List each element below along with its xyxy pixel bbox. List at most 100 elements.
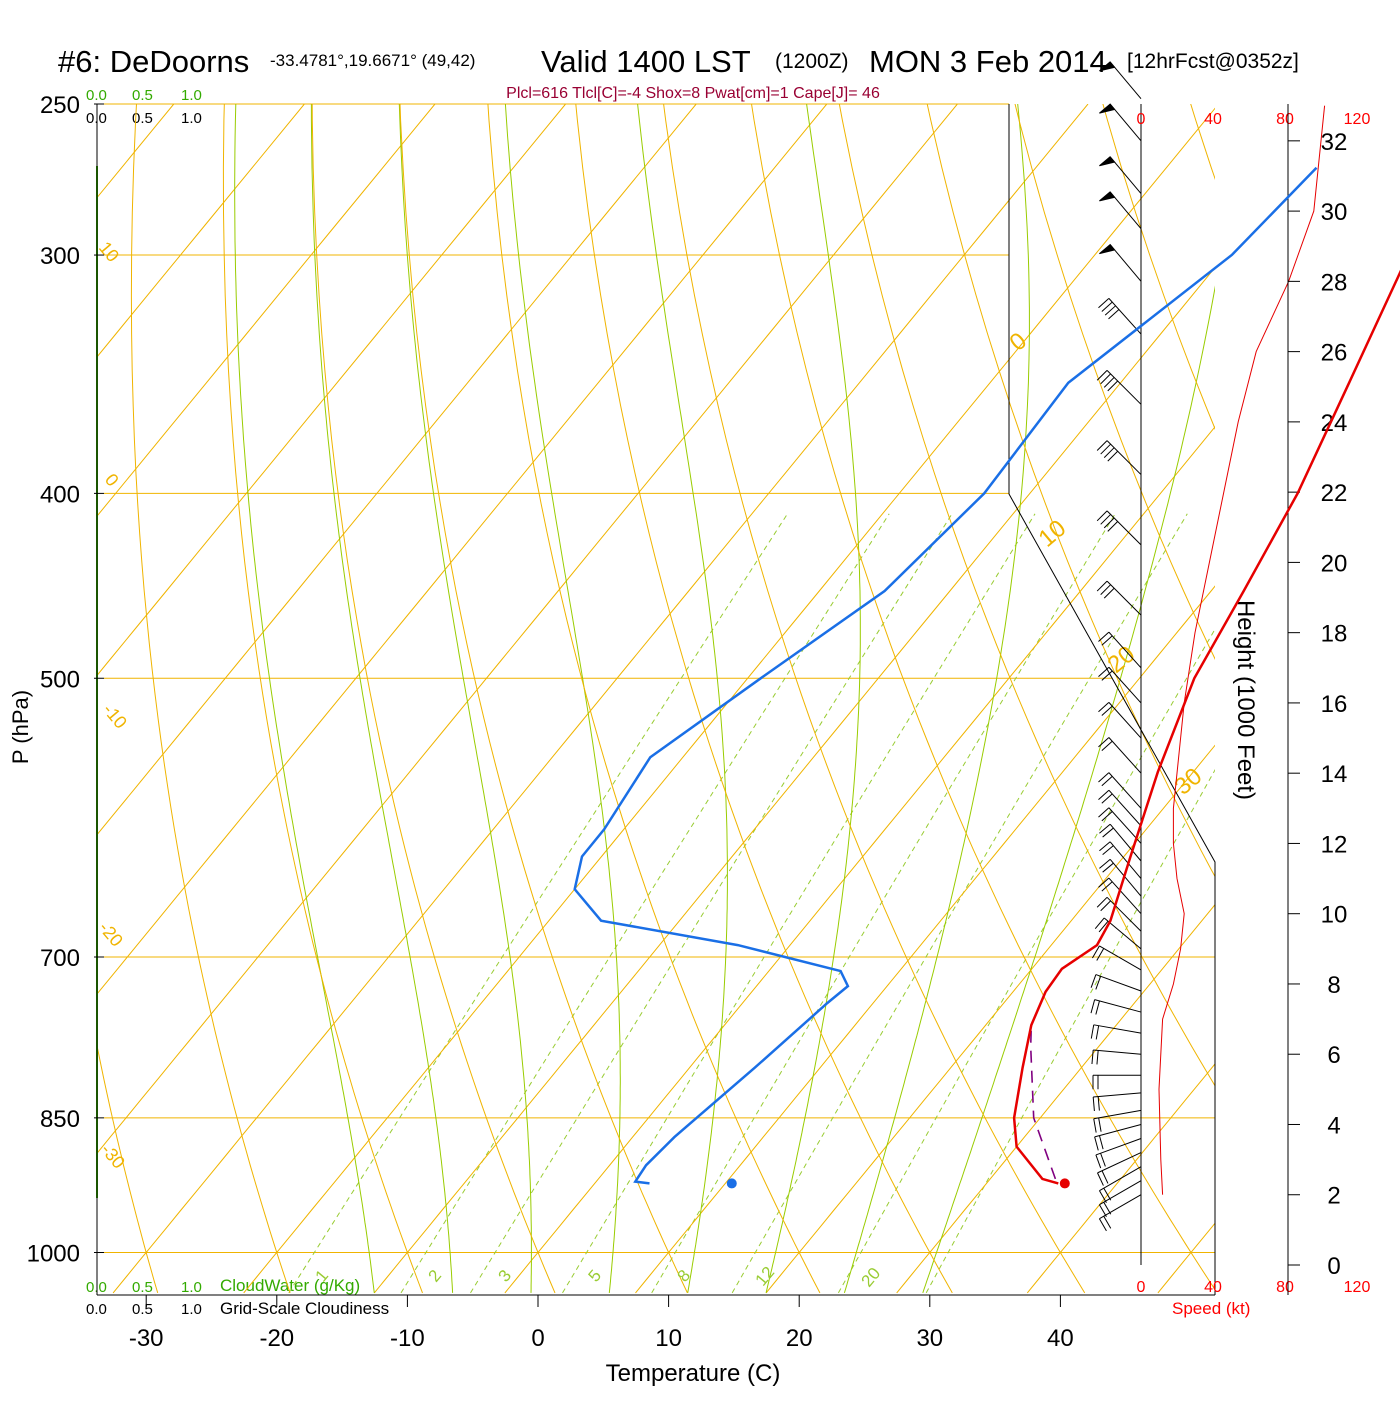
stability-indices: Plcl=616 Tlcl[C]=-4 Shox=8 Pwat[cm]=1 Ca… [506,85,880,102]
barb-flag [1097,1173,1103,1186]
barb-flag [1099,1136,1103,1150]
wind-barb [1092,946,1141,970]
wind-barb [1097,511,1141,545]
barb-shaft [1095,1000,1141,1012]
mixing-label-6: 12 [752,1263,779,1290]
barb-shaft [1107,441,1141,475]
moist-adiabat-line [505,104,620,1293]
temperature-profile-line [1014,168,1400,1184]
x-tick-label: -10 [390,1325,425,1352]
barb-flag [1093,1097,1094,1111]
wind-barb [1091,975,1141,991]
height-tick-label: 30 [1321,199,1348,226]
isotherm-label-3: -10 [99,700,131,733]
wind-barb [1096,1139,1141,1169]
surface-dewpoint-point [727,1178,737,1188]
barb-flag [1094,1119,1096,1133]
x-tick-label: -30 [129,1325,164,1352]
moist-adiabat-line [311,104,452,1293]
dry-adiabat-line [1007,70,1400,1293]
cloud-top-black-0: 0.0 [86,110,107,127]
barb-shaft [1096,975,1141,991]
moist-adiabat-line [766,104,860,1293]
wind-barb [1097,581,1141,615]
valid-time: Valid 1400 LST [541,44,751,79]
isotherm-line [636,104,1400,1293]
isotherm-line [0,104,566,1293]
barb-shaft [1110,824,1141,861]
utc-time: (1200Z) [775,50,849,73]
barb-pennant [1099,157,1114,166]
cloud-top-green-0: 0.0 [86,87,107,104]
barb-flag [1101,1153,1106,1166]
barb-flag [1102,1171,1108,1184]
speed-tick-label-top: 0 [1137,111,1146,128]
height-tick-label: 28 [1321,269,1348,296]
height-tick-label: 16 [1321,691,1348,718]
barb-shaft [1095,1124,1141,1136]
x-tick-label: 40 [1047,1325,1074,1352]
dry-adiabat-line [486,70,820,1293]
speed-label: Speed (kt) [1172,1299,1250,1318]
x-axis-title: Temperature (C) [606,1360,781,1387]
plot-frame [97,104,1215,1295]
barb-shaft [1109,738,1141,774]
barb-flag [1096,1155,1101,1168]
barb-flag [1099,1205,1106,1217]
wind-barb [1091,1025,1141,1040]
wind-barb [1094,1110,1141,1132]
station-title: #6: DeDoorns [58,44,249,79]
isotherm-label-2: 0 [101,470,123,491]
height-tick-label: 22 [1321,480,1348,507]
parcel-profile-line [1031,1025,1056,1179]
isotherm-label-1: 10 [95,238,123,266]
y-tick-label: 300 [40,243,80,270]
barb-shaft [1107,511,1141,545]
barb-flag [1104,1202,1111,1214]
speed-tick-label-top: 40 [1204,111,1222,128]
dry-adiabat-line [833,70,1350,1293]
wind-barb [1099,104,1141,141]
cloud-top-green-2: 1.0 [181,87,202,104]
barb-flag [1097,1050,1098,1064]
mixing-ratio-line [838,514,1282,1293]
cloud-bottom-black-0: 0.0 [86,1301,107,1318]
wind-barb [1098,808,1141,844]
moist-adiabat-lines [235,104,1241,1293]
valid-date: MON 3 Feb 2014 [869,44,1107,79]
dewpoint-profile-line [575,168,1317,1184]
dry-adiabat-line [1354,70,1400,1293]
mixing-label-2: 2 [425,1266,446,1285]
dry-adiabat-line [573,70,953,1293]
wind-barb [1098,878,1141,914]
wind-barb [1097,441,1141,475]
y-tick-label: 1000 [27,1241,80,1268]
dry-adiabat-line [0,70,25,1293]
wind-barb [1091,1000,1141,1015]
mixing-ratio-line [652,514,1115,1293]
dry-adiabat-line [223,70,422,1293]
barb-flag [1096,1001,1100,1015]
height-tick-label: 12 [1321,831,1348,858]
isotherm-line [0,104,827,1293]
thermo-grid [0,70,1400,1293]
barb-shaft [1093,1093,1141,1097]
height-axis-title: Height (1000 Feet) [1232,600,1259,800]
barb-shaft [1109,790,1141,826]
speed-tick-label-top: 120 [1344,111,1371,128]
isotherm-line [1158,104,1400,1293]
barb-flag [1095,1137,1099,1151]
barb-shaft [1094,1025,1141,1033]
wind-barb [1099,245,1141,282]
x-tick-label: 30 [916,1325,943,1352]
isotherm-line [0,104,696,1293]
mixing-ratio-line [563,514,1036,1293]
y-tick-label: 500 [40,666,80,693]
station-coords: -33.4781°,19.6671° (49,42) [270,51,475,70]
barb-flag [1099,1219,1106,1231]
dry-adiabat-line [746,70,1217,1293]
barb-flag [1104,1216,1111,1228]
x-tick-label: -20 [259,1325,294,1352]
